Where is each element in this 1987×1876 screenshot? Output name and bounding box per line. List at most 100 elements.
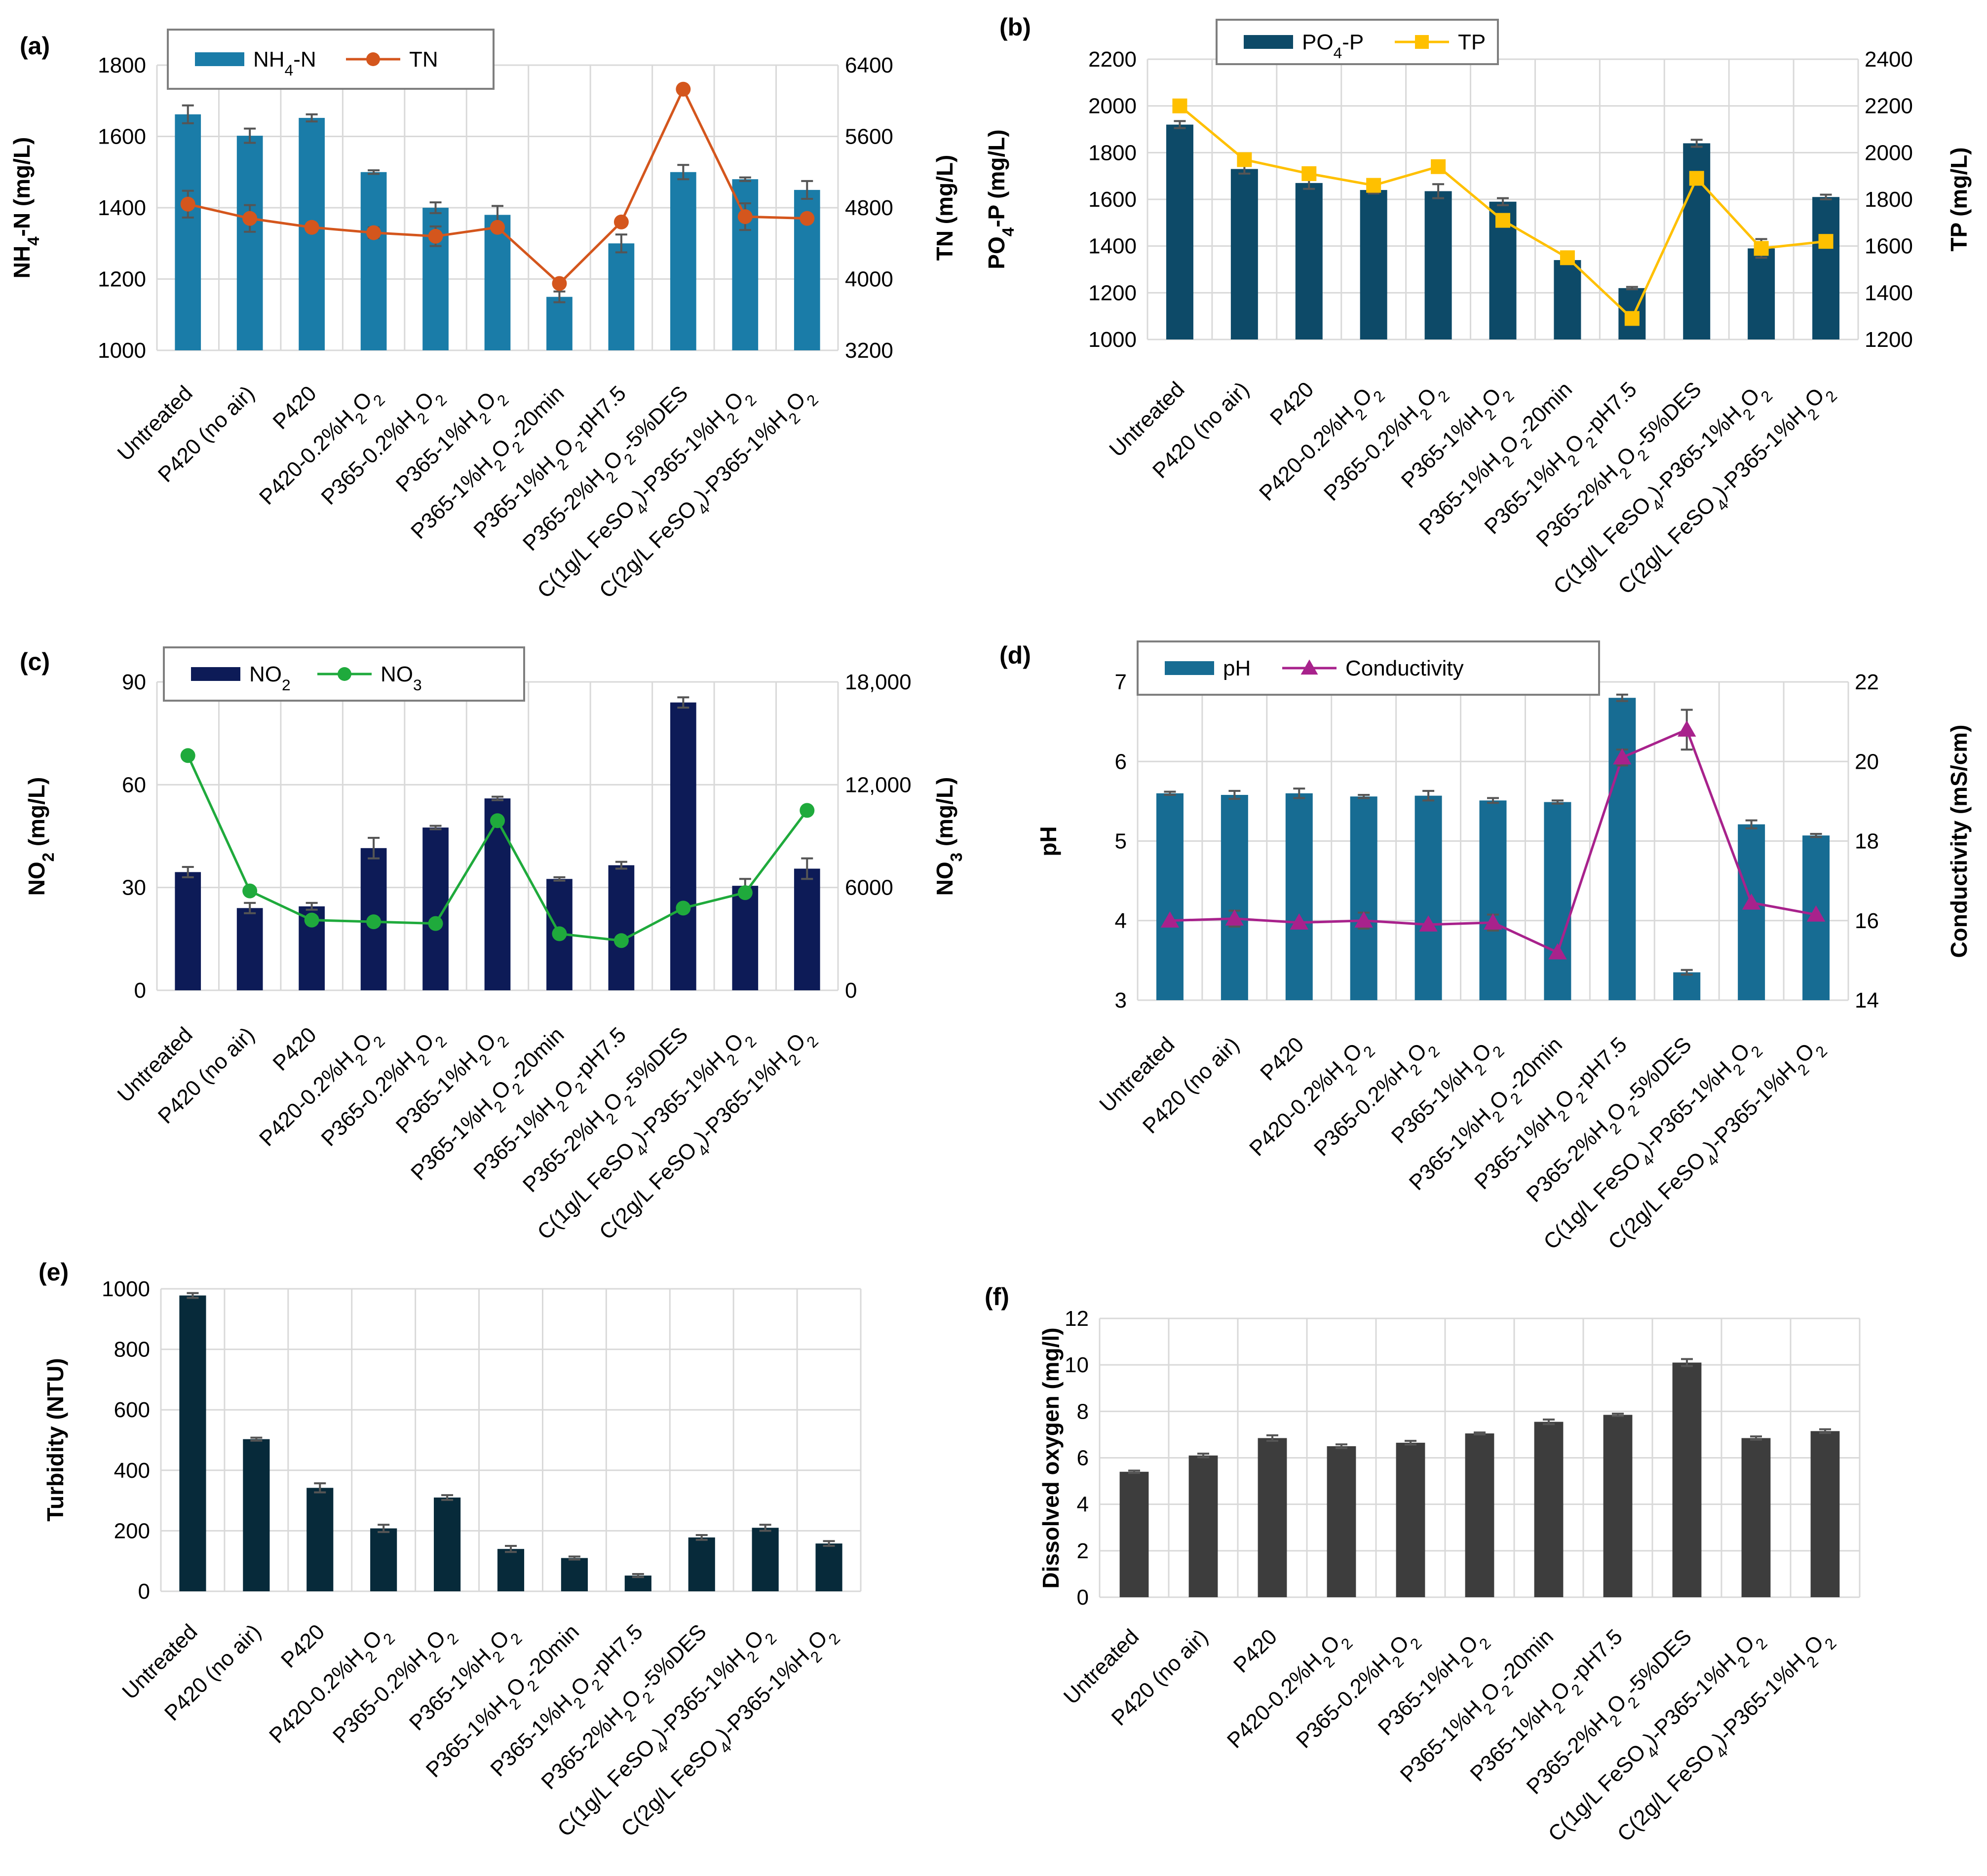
- right-axis-title: Conductivity (mS/cm): [1946, 725, 1972, 958]
- bar: [1812, 197, 1840, 339]
- bar: [1534, 1422, 1564, 1597]
- right-tick-label: 4000: [845, 267, 893, 292]
- bar: [1230, 169, 1258, 339]
- text-run: O: [1348, 383, 1377, 413]
- bar: [1544, 802, 1571, 1000]
- square-marker: [1689, 171, 1704, 186]
- triangle-marker: [1225, 909, 1244, 926]
- text-run: -pH7.5: [584, 1619, 648, 1683]
- triangle-marker: [1677, 720, 1696, 737]
- legend: PO4-P TP: [1216, 19, 1499, 65]
- right-tick-label: 4800: [845, 196, 893, 220]
- circle-marker: [242, 211, 258, 226]
- bar: [670, 172, 696, 350]
- bar: [497, 1549, 525, 1591]
- bar: [434, 1497, 461, 1591]
- text-run: O: [1602, 1097, 1631, 1126]
- text-run: O: [1477, 383, 1506, 413]
- text-run: Turbidity (NTU): [42, 1358, 68, 1521]
- right-tick-label: 14: [1855, 988, 1879, 1013]
- square-marker: [1431, 159, 1446, 174]
- square-marker: [1172, 98, 1187, 113]
- left-tick-label: 1200: [1088, 281, 1137, 305]
- left-axis-title: NH4-N (mg/L): [9, 137, 43, 279]
- chart-panel-4: (d) 3 4 5 6 7 14 16 18 20 22 pH Conductivity (mS/cm)…: [999, 640, 1972, 1254]
- legend-label: pH: [1223, 656, 1251, 680]
- legend-bar-swatch: [191, 667, 240, 681]
- circle-marker: [242, 883, 258, 899]
- text-run: -pH7.5: [1564, 1624, 1627, 1688]
- left-axis-title: NO2 (mg/L): [24, 777, 58, 896]
- left-tick-label: 10: [1065, 1353, 1089, 1377]
- category-label: P420: [268, 381, 321, 434]
- circle-marker: [552, 926, 567, 941]
- left-tick-label: 1400: [98, 196, 146, 220]
- legend: pH Conductivity: [1137, 640, 1600, 696]
- panel-label: (a): [20, 32, 50, 60]
- category-label: P420: [276, 1619, 329, 1672]
- legend-label: PO4-P: [1302, 30, 1364, 62]
- text-run: -P (mg/L): [984, 129, 1009, 227]
- right-tick-label: 22: [1855, 670, 1879, 694]
- text-run: -pH7.5: [1568, 1032, 1632, 1095]
- text-run: O: [720, 1029, 749, 1058]
- legend: NO2 NO3: [163, 646, 525, 702]
- right-axis-title: TN (mg/L): [932, 155, 957, 261]
- left-tick-label: 12: [1065, 1307, 1089, 1331]
- text-run: P420: [268, 381, 321, 434]
- text-run: O: [502, 1673, 531, 1702]
- circle-marker: [304, 220, 319, 235]
- right-tick-label: 3200: [845, 338, 893, 363]
- bar: [732, 886, 759, 990]
- legend-bar-swatch: [1244, 35, 1293, 49]
- square-marker: [1560, 250, 1575, 265]
- text-run: O: [1476, 1678, 1505, 1707]
- text-run: O: [599, 446, 628, 475]
- legend-box: [1137, 640, 1600, 696]
- left-tick-label: 1600: [98, 125, 146, 149]
- text-run: O: [1725, 1039, 1755, 1068]
- text-run: O: [487, 434, 516, 463]
- bar: [1188, 1455, 1218, 1597]
- circle-marker: [180, 748, 195, 763]
- left-tick-label: 0: [1077, 1585, 1089, 1610]
- subscript-run: 4: [1334, 44, 1342, 62]
- text-run: O: [549, 1075, 578, 1104]
- right-tick-label: 18,000: [845, 670, 912, 694]
- bar: [1603, 1415, 1633, 1597]
- bar: [236, 908, 263, 990]
- legend-bar-swatch: [1165, 661, 1214, 675]
- text-run: O: [739, 1626, 768, 1655]
- circle-marker: [490, 813, 505, 828]
- circle-marker: [676, 81, 691, 97]
- legend-label: NO2: [249, 662, 291, 694]
- square-marker: [1624, 311, 1640, 326]
- circle-marker: [428, 228, 443, 244]
- text-run: TN (mg/L): [932, 155, 957, 261]
- legend: NH4-N TN: [167, 29, 495, 90]
- circle-marker: [737, 885, 753, 900]
- left-axis-title: Turbidity (NTU): [42, 1358, 68, 1521]
- bar: [608, 865, 635, 990]
- subscript-run: 4: [999, 227, 1018, 236]
- bar: [688, 1537, 715, 1591]
- text-run: O: [358, 1626, 387, 1655]
- text-run: O: [472, 1029, 501, 1058]
- text-run: NO: [932, 862, 957, 896]
- text-run: PO: [984, 236, 1009, 269]
- left-tick-label: 400: [114, 1459, 150, 1483]
- text-run: -N (mg/L): [9, 137, 35, 237]
- left-tick-label: 200: [114, 1519, 150, 1543]
- bar: [1414, 795, 1442, 1000]
- text-run: O: [1338, 1039, 1367, 1068]
- bar: [1221, 794, 1248, 1000]
- text-run: P420: [1256, 1032, 1308, 1085]
- square-marker: [1754, 241, 1769, 256]
- left-tick-label: 30: [122, 876, 146, 900]
- left-tick-label: 1800: [98, 53, 146, 77]
- left-tick-label: 1600: [1088, 188, 1137, 212]
- text-run: O: [549, 433, 578, 462]
- text-run: -20min: [1513, 377, 1577, 441]
- text-run: O: [410, 1029, 439, 1058]
- right-tick-label: 5600: [845, 125, 893, 149]
